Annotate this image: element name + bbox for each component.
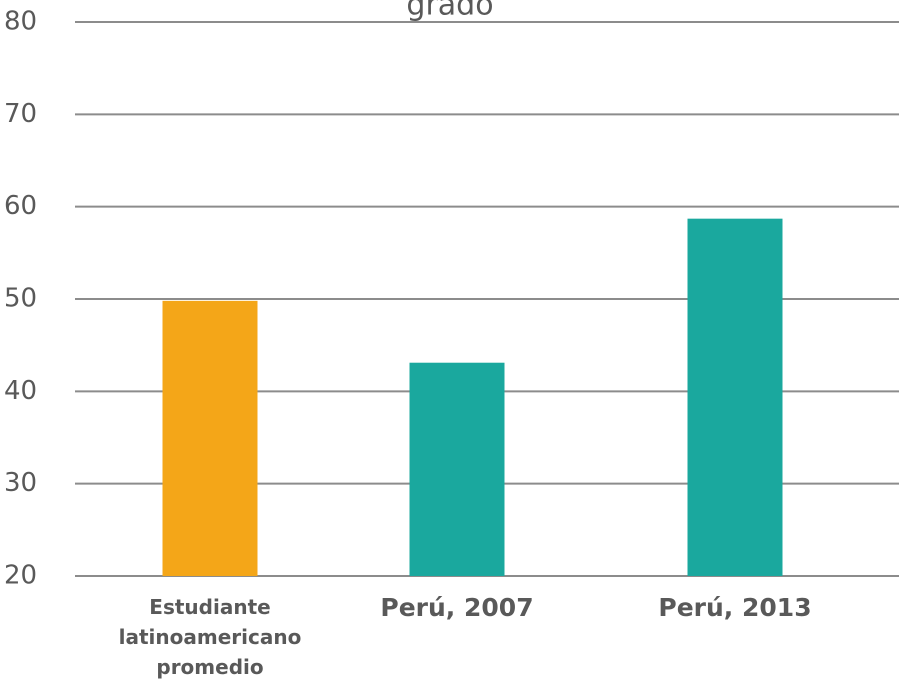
bar	[409, 362, 505, 576]
y-tick-label: 50	[4, 284, 37, 314]
y-tick-label: 30	[4, 468, 37, 498]
y-tick-label: 70	[4, 99, 37, 129]
bar	[687, 218, 783, 577]
x-tick-label: Perú, 2007	[380, 593, 534, 622]
y-tick-label: 80	[4, 7, 37, 37]
x-tick-label: Estudiante latinoamericano promedio	[118, 595, 302, 679]
y-tick-label: 20	[4, 561, 37, 591]
bar	[162, 300, 258, 576]
x-tick-label: Perú, 2013	[658, 593, 812, 622]
y-tick-label: 60	[4, 191, 37, 221]
chart-title: grado	[406, 0, 493, 23]
y-tick-label: 40	[4, 376, 37, 406]
